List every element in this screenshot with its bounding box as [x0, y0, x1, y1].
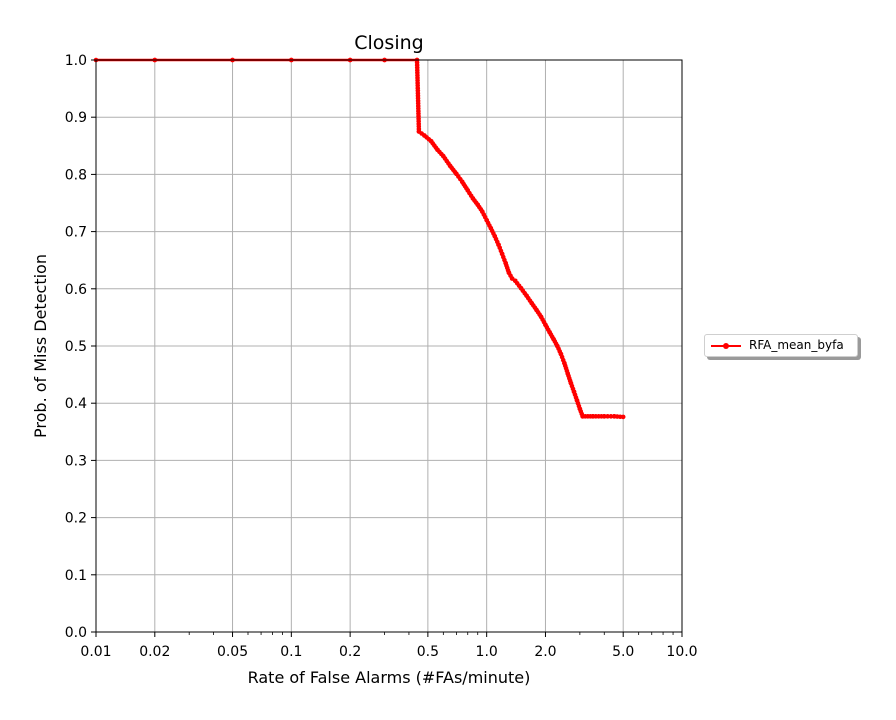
y-axis-label: Prob. of Miss Detection: [31, 254, 50, 438]
series-point: [620, 414, 626, 420]
y-tick-label: 0.0: [65, 625, 87, 641]
series-point: [605, 414, 610, 419]
y-tick-label: 0.9: [65, 110, 87, 126]
y-tick-label: 0.1: [65, 568, 87, 584]
x-axis-ticks: 0.01 0.02 0.05 0.1 0.2 0.5 1.0 2.0 5.0 10.0: [80, 632, 698, 660]
x-tick-label: 10.0: [666, 644, 697, 660]
y-axis-ticks: 0.0 0.1 0.2 0.3 0.4 0.5 0.6 0.7 0.8 0.9 1.0: [65, 53, 96, 641]
y-tick-label: 0.2: [65, 511, 87, 527]
series-point: [608, 414, 614, 419]
x-tick-label: 1.0: [476, 644, 498, 660]
y-tick-label: 0.4: [65, 396, 87, 412]
legend-marker-swatch: [723, 343, 729, 349]
series-line: [96, 58, 624, 419]
x-tick-label: 2.0: [534, 644, 556, 660]
series-point: [601, 414, 607, 419]
y-tick-label: 0.6: [65, 282, 87, 298]
x-tick-label: 0.02: [139, 644, 170, 660]
x-tick-label: 0.1: [280, 644, 302, 660]
series-layer: [93, 57, 626, 420]
y-tick-label: 0.8: [65, 167, 87, 183]
chart-title: Closing: [354, 32, 423, 54]
legend: RFA_mean_byfa: [704, 334, 858, 357]
x-tick-label: 0.05: [217, 644, 248, 660]
x-tick-label: 0.5: [417, 644, 439, 660]
x-axis-label: Rate of False Alarms (#FAs/minute): [248, 668, 531, 687]
y-gridlines: [96, 59, 682, 633]
x-tick-label: 0.01: [80, 644, 111, 660]
y-tick-label: 1.0: [65, 53, 87, 69]
y-tick-label: 0.5: [65, 339, 87, 355]
y-tick-label: 0.3: [65, 453, 87, 469]
x-tick-label: 5.0: [612, 644, 634, 660]
legend-label: RFA_mean_byfa: [749, 338, 844, 352]
x-tick-label: 0.2: [339, 644, 361, 660]
y-tick-label: 0.7: [65, 225, 87, 241]
